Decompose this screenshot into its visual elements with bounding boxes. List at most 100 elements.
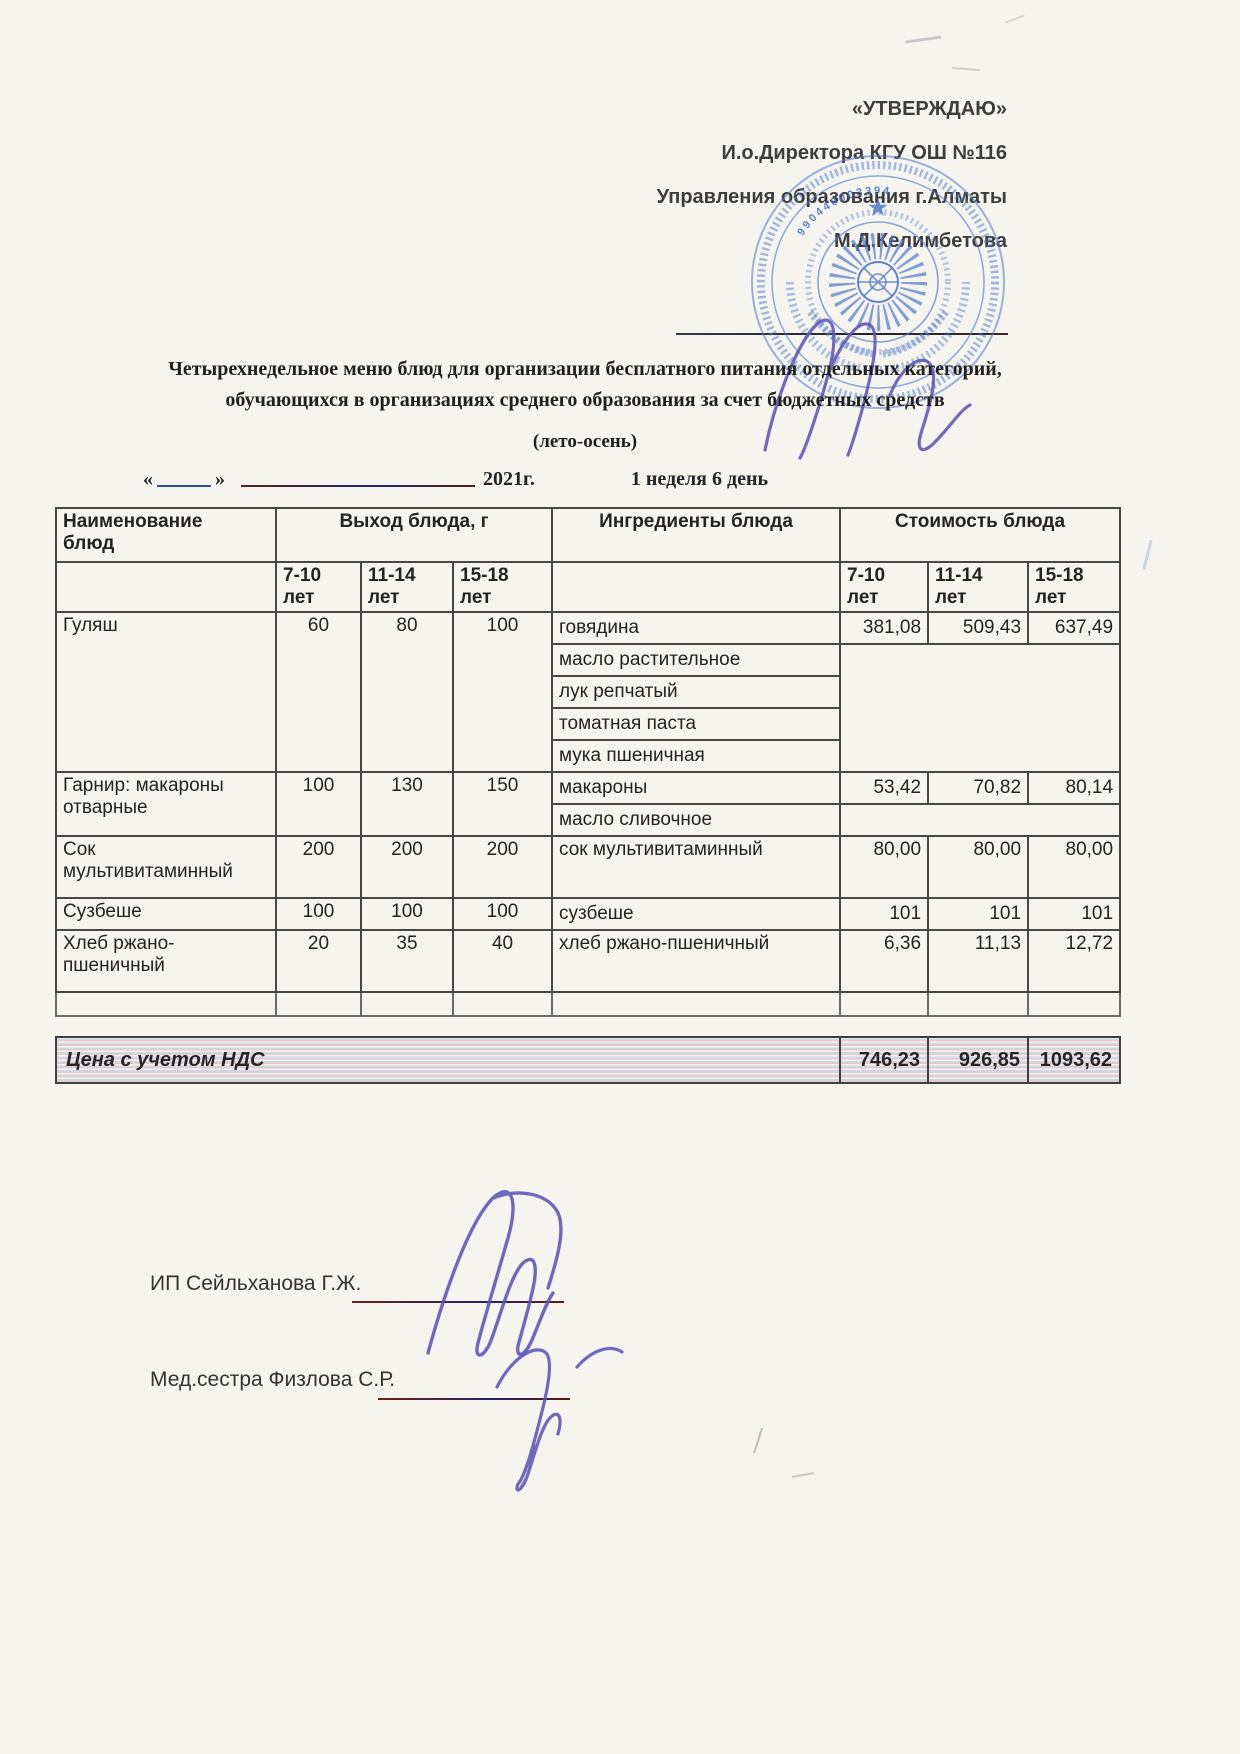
ingredient-cell: томатная паста <box>551 707 842 741</box>
ingredient-cell: лук репчатый <box>551 675 842 709</box>
date-day-blank <box>157 485 211 487</box>
empty-cell <box>275 991 362 1017</box>
scan-artifact <box>1005 14 1025 24</box>
official-round-stamp: 990440003394 <box>751 155 1005 409</box>
weight-cell: 150 <box>451 771 554 837</box>
weight-cell: 200 <box>451 835 554 899</box>
total-value-15-18: 1093,62 <box>1027 1036 1121 1084</box>
empty-cell <box>360 991 454 1017</box>
ingredient-cell: масло растительное <box>551 643 842 677</box>
stamp-star-icon <box>868 198 888 216</box>
header-ingredients: Ингредиенты блюда <box>551 507 842 563</box>
week-day-label: 1 неделя 6 день <box>630 468 769 490</box>
menu-table: Наименование блюд Выход блюда, г Ингреди… <box>55 507 1122 1017</box>
empty-cell <box>551 991 842 1017</box>
approval-name-line: М.Д.Келимбетова <box>834 230 1007 252</box>
ingredient-cell: говядина <box>551 611 842 645</box>
total-value-7-10: 746,23 <box>839 1036 929 1084</box>
director-signature-line <box>676 333 1008 335</box>
weight-cell: 35 <box>360 929 454 993</box>
total-row: Цена с учетом НДС 746,23 926,85 1093,62 <box>55 1036 1121 1084</box>
price-cell: 80,00 <box>839 835 930 899</box>
close-quote: » <box>215 468 225 490</box>
entrepreneur-signature-ink <box>426 1190 563 1357</box>
signature-line <box>352 1301 564 1303</box>
empty-cell <box>55 991 277 1017</box>
director-signature-ink <box>763 318 972 460</box>
weight-cell: 40 <box>451 929 554 993</box>
price-cell: 101 <box>839 897 930 931</box>
price-cell: 381,08 <box>839 611 930 645</box>
total-price-table: Цена с учетом НДС 746,23 926,85 1093,62 <box>55 1036 1121 1084</box>
nurse-signatory-label: Мед.сестра Физлова С.Р. <box>150 1368 396 1391</box>
header-dish-name: Наименование блюд <box>55 507 277 563</box>
price-cell: 80,14 <box>1027 771 1122 805</box>
approval-word: «УТВЕРЖДАЮ» <box>851 98 1007 120</box>
scan-artifact <box>904 35 942 44</box>
entrepreneur-signatory-label: ИП Сейльханова Г.Ж. <box>150 1272 362 1295</box>
price-cell: 11,13 <box>927 929 1030 993</box>
date-month-blank <box>241 485 475 487</box>
empty-cell <box>55 561 277 613</box>
empty-cell <box>927 991 1030 1017</box>
price-cell: 637,49 <box>1027 611 1122 645</box>
dish-name-cell: Гарнир: макароны отварные <box>55 771 277 837</box>
weight-cell: 20 <box>275 929 362 993</box>
scan-artifact <box>753 1427 766 1455</box>
header-age-11-14: 11-14 лет <box>360 561 454 613</box>
document-title: Четырехнедельное меню блюд для организац… <box>65 356 1105 455</box>
total-label: Цена с учетом НДС <box>55 1036 841 1084</box>
total-value-11-14: 926,85 <box>927 1036 1029 1084</box>
header-age-11-14: 11-14 лет <box>927 561 1030 613</box>
title-line-2: обучающихся в организациях среднего обра… <box>225 389 945 411</box>
scan-artifact <box>1142 539 1156 571</box>
price-cell: 53,42 <box>839 771 930 805</box>
weight-cell: 100 <box>451 897 554 931</box>
signature-line <box>378 1398 570 1400</box>
ingredient-cell: сузбеше <box>551 897 842 931</box>
ingredient-cell: мука пшеничная <box>551 739 842 773</box>
price-cell: 509,43 <box>927 611 1030 645</box>
dish-name-cell: Сок мультивитаминный <box>55 835 277 899</box>
empty-cell <box>1027 991 1122 1017</box>
weight-cell: 200 <box>360 835 454 899</box>
ingredient-cell: макароны <box>551 771 842 805</box>
price-cell: 101 <box>1027 897 1122 931</box>
weight-cell: 80 <box>360 611 454 773</box>
empty-price-area <box>839 643 1122 773</box>
ingredient-cell: сок мультивитаминный <box>551 835 842 899</box>
price-cell: 80,00 <box>927 835 1030 899</box>
season-line: (лето-осень) <box>532 431 638 452</box>
weight-cell: 100 <box>360 897 454 931</box>
weight-cell: 60 <box>275 611 362 773</box>
date-year: 2021г. <box>483 468 535 490</box>
header-cost: Стоимость блюда <box>839 507 1122 563</box>
header-output: Выход блюда, г <box>274 507 554 563</box>
date-line: « » 2021г. 1 неделя 6 день <box>143 468 1103 491</box>
weight-cell: 100 <box>451 611 554 773</box>
approval-director-line: И.о.Директора КГУ ОШ №116 <box>721 142 1007 164</box>
title-line-1: Четырехнедельное меню блюд для организац… <box>168 358 1002 380</box>
empty-cell <box>839 991 930 1017</box>
price-cell: 12,72 <box>1027 929 1122 993</box>
price-cell: 80,00 <box>1027 835 1122 899</box>
weight-cell: 100 <box>275 771 362 837</box>
header-age-15-18: 15-18 лет <box>1027 561 1122 613</box>
price-cell: 101 <box>927 897 1030 931</box>
header-age-15-18: 15-18 лет <box>451 561 554 613</box>
weight-cell: 200 <box>275 835 362 899</box>
ingredient-cell: хлеб ржано-пшеничный <box>551 929 842 993</box>
weight-cell: 130 <box>360 771 454 837</box>
price-cell: 6,36 <box>839 929 930 993</box>
open-quote: « <box>143 468 153 490</box>
price-cell: 70,82 <box>927 771 1030 805</box>
empty-cell <box>551 561 842 613</box>
scan-artifact <box>791 1472 815 1478</box>
dish-name-cell: Сузбеше <box>55 897 277 931</box>
empty-cell <box>451 991 554 1017</box>
ingredient-cell: масло сливочное <box>551 803 842 837</box>
approval-block: «УТВЕРЖДАЮ» И.о.Директора КГУ ОШ №116 Уп… <box>657 96 1007 272</box>
header-age-7-10: 7-10 лет <box>275 561 362 613</box>
dish-name-cell: Хлеб ржано-пшеничный <box>55 929 277 993</box>
